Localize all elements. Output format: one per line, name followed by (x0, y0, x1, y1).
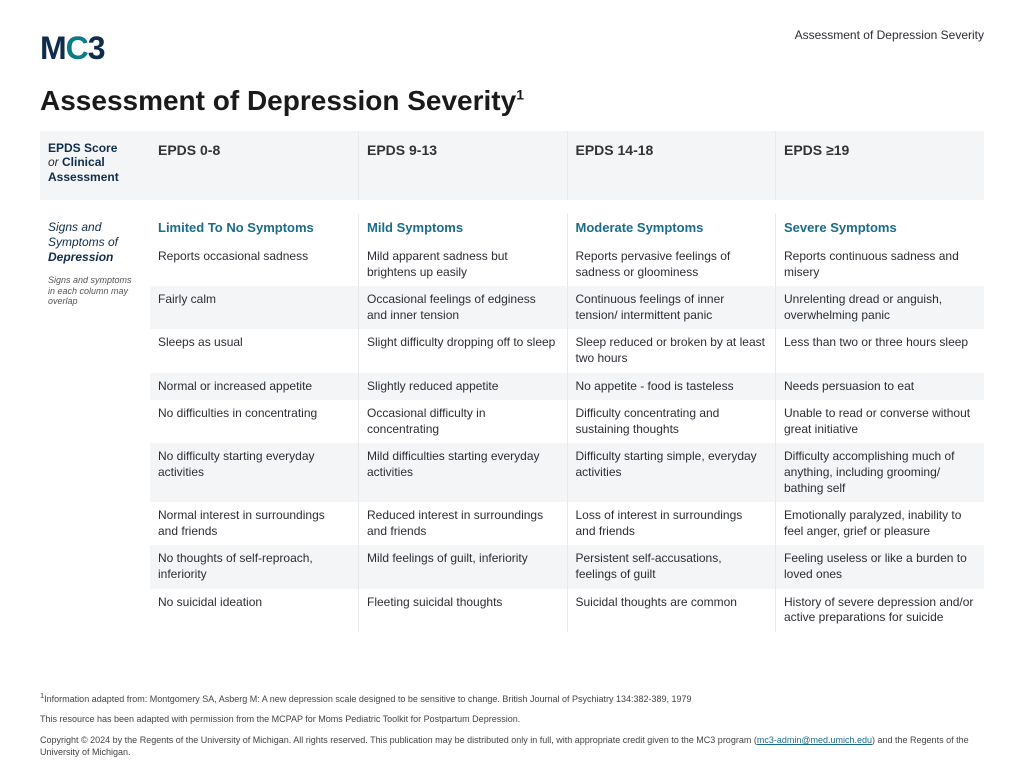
cell: Difficulty accomplishing much of anythin… (776, 443, 985, 502)
cell: Sleeps as usual (150, 329, 359, 372)
cell: Continuous feelings of inner tension/ in… (567, 286, 776, 329)
copyright-email-link[interactable]: mc3-admin@med.umich.edu (757, 735, 872, 745)
cell: Mild feelings of guilt, inferiority (359, 545, 568, 588)
table-row: No thoughts of self-reproach, inferiorit… (40, 545, 984, 588)
cell: Emotionally paralyzed, inability to feel… (776, 502, 985, 545)
logo-m: M (40, 30, 66, 66)
cell: Difficulty starting simple, everyday act… (567, 443, 776, 502)
logo-c: C (66, 30, 88, 67)
footnote-1-text: Information adapted from: Montgomery SA,… (44, 694, 691, 704)
cell: Fairly calm (150, 286, 359, 329)
cell: Suicidal thoughts are common (567, 589, 776, 632)
cell: Difficulty concentrating and sustaining … (567, 400, 776, 443)
cell: Sleep reduced or broken by at least two … (567, 329, 776, 372)
table-row-symptom-header: Signs and Symptoms of Depression Signs a… (40, 214, 984, 243)
page-title-sup: 1 (516, 87, 524, 103)
cell: No difficulty starting everyday activiti… (150, 443, 359, 502)
symptom-side-header: Signs and Symptoms of Depression Signs a… (40, 214, 150, 632)
page-title-text: Assessment of Depression Severity (40, 85, 516, 116)
logo-3: 3 (88, 30, 105, 66)
severity-table: EPDS Score or Clinical Assessment EPDS 0… (40, 131, 984, 632)
cell: No difficulties in concentrating (150, 400, 359, 443)
score-side-or: or (48, 155, 62, 169)
footer: 1Information adapted from: Montgomery SA… (40, 691, 984, 767)
copyright-a: Copyright © 2024 by the Regents of the U… (40, 735, 757, 745)
cell: No thoughts of self-reproach, inferiorit… (150, 545, 359, 588)
sym-header-0: Limited To No Symptoms (150, 214, 359, 243)
cell: Reports continuous sadness and misery (776, 243, 985, 286)
cell: Less than two or three hours sleep (776, 329, 985, 372)
cell: Unrelenting dread or anguish, overwhelmi… (776, 286, 985, 329)
table-row: Reports occasional sadness Mild apparent… (40, 243, 984, 286)
sym-side-emph: Depression (48, 250, 113, 264)
score-col-1: EPDS 9-13 (359, 131, 568, 200)
cell: Unable to read or converse without great… (776, 400, 985, 443)
cell: Reports occasional sadness (150, 243, 359, 286)
cell: Fleeting suicidal thoughts (359, 589, 568, 632)
footnote-2: This resource has been adapted with perm… (40, 713, 984, 726)
table-row: No suicidal ideation Fleeting suicidal t… (40, 589, 984, 632)
table-row: No difficulties in concentrating Occasio… (40, 400, 984, 443)
cell: History of severe depression and/or acti… (776, 589, 985, 632)
cell: Slight difficulty dropping off to sleep (359, 329, 568, 372)
cell: Loss of interest in surroundings and fri… (567, 502, 776, 545)
cell: Occasional difficulty in concentrating (359, 400, 568, 443)
score-side-header: EPDS Score or Clinical Assessment (40, 131, 150, 200)
table-row: No difficulty starting everyday activiti… (40, 443, 984, 502)
table-row-score-header: EPDS Score or Clinical Assessment EPDS 0… (40, 131, 984, 200)
cell: Feeling useless or like a burden to love… (776, 545, 985, 588)
table-row: Normal interest in surroundings and frie… (40, 502, 984, 545)
cell: No suicidal ideation (150, 589, 359, 632)
cell: No appetite - food is tasteless (567, 373, 776, 401)
cell: Normal or increased appetite (150, 373, 359, 401)
cell: Normal interest in surroundings and frie… (150, 502, 359, 545)
cell: Mild apparent sadness but brightens up e… (359, 243, 568, 286)
top-right-title: Assessment of Depression Severity (795, 28, 984, 42)
footnote-1: 1Information adapted from: Montgomery SA… (40, 691, 984, 706)
table-row: Normal or increased appetite Slightly re… (40, 373, 984, 401)
score-side-line1: EPDS Score (48, 141, 117, 155)
sym-header-2: Moderate Symptoms (567, 214, 776, 243)
cell: Needs persuasion to eat (776, 373, 985, 401)
cell: Mild difficulties starting everyday acti… (359, 443, 568, 502)
sym-side-note: Signs and symptoms in each column may ov… (48, 275, 140, 306)
sym-header-3: Severe Symptoms (776, 214, 985, 243)
score-col-2: EPDS 14-18 (567, 131, 776, 200)
score-col-0: EPDS 0-8 (150, 131, 359, 200)
cell: Persistent self-accusations, feelings of… (567, 545, 776, 588)
table-row: Fairly calm Occasional feelings of edgin… (40, 286, 984, 329)
cell: Occasional feelings of edginess and inne… (359, 286, 568, 329)
cell: Reduced interest in surroundings and fri… (359, 502, 568, 545)
table-row: Sleeps as usual Slight difficulty droppi… (40, 329, 984, 372)
copyright: Copyright © 2024 by the Regents of the U… (40, 734, 984, 759)
score-col-3: EPDS ≥19 (776, 131, 985, 200)
cell: Slightly reduced appetite (359, 373, 568, 401)
sym-header-1: Mild Symptoms (359, 214, 568, 243)
page-title: Assessment of Depression Severity1 (40, 85, 984, 117)
sym-side-line1: Signs and Symptoms of (48, 220, 118, 249)
table-gap-row (40, 200, 984, 214)
cell: Reports pervasive feelings of sadness or… (567, 243, 776, 286)
